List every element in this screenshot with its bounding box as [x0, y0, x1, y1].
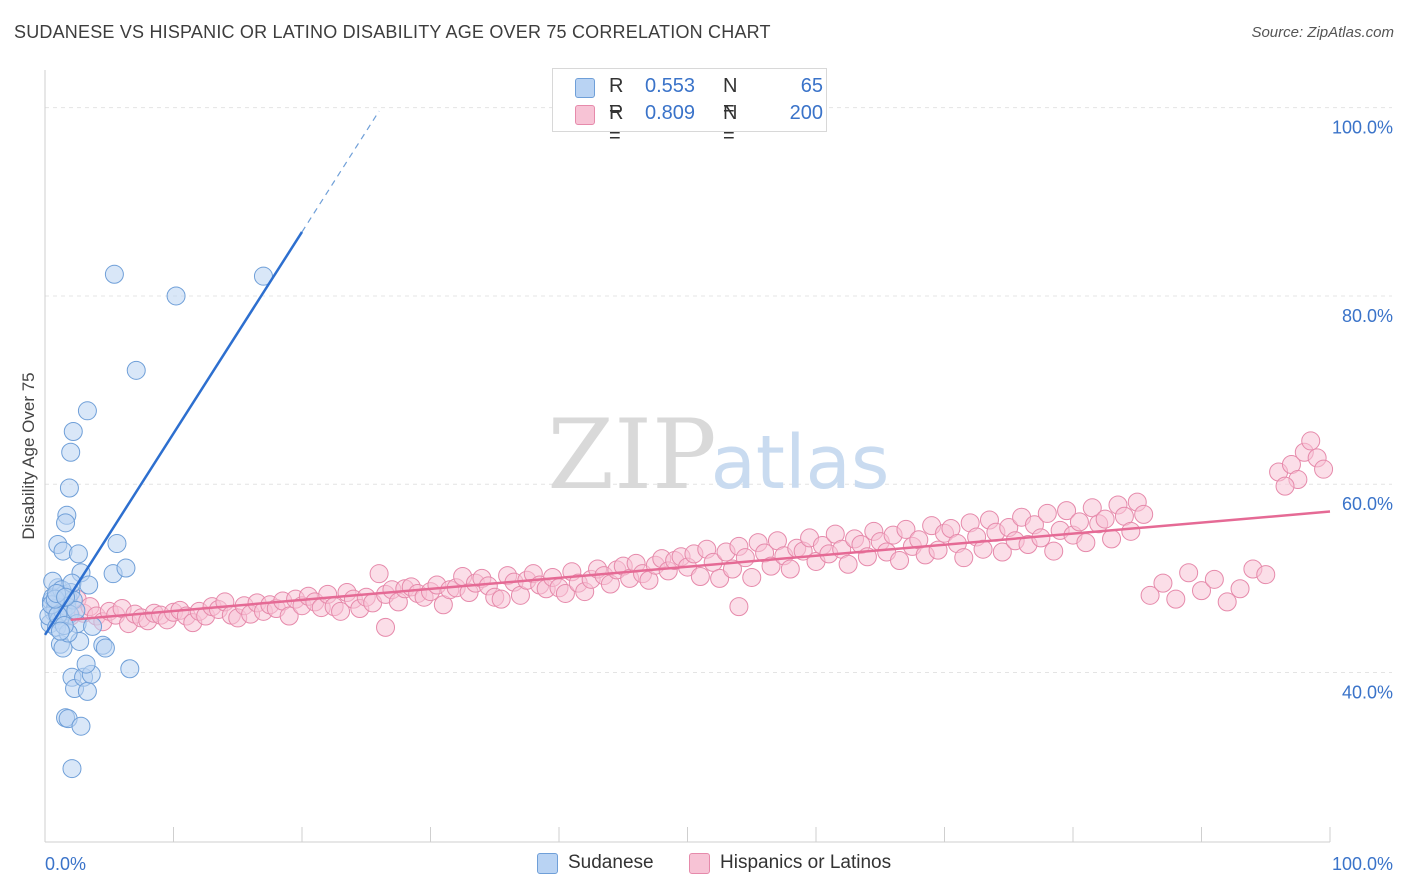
legend-r-label: R =: [609, 102, 624, 147]
trend-line-sudanese: [43, 231, 304, 636]
legend-r-value: 0.553: [645, 75, 696, 97]
point-sudanese: [166, 286, 186, 306]
point-hispanics: [710, 568, 730, 588]
point-sudanese: [79, 575, 99, 595]
point-hispanics: [1044, 541, 1064, 561]
point-hispanics: [1134, 504, 1154, 524]
point-hispanics: [369, 564, 389, 584]
point-hispanics: [838, 554, 858, 574]
point-hispanics: [1121, 521, 1141, 541]
series-sudanese-points: [39, 264, 273, 779]
point-hispanics: [1275, 476, 1295, 496]
point-hispanics: [1192, 581, 1211, 601]
point-hispanics: [1179, 563, 1199, 583]
y-tick-label: 80.0%: [1342, 306, 1393, 326]
point-hispanics: [1153, 573, 1173, 593]
legend-n-value: 200: [789, 102, 823, 124]
point-sudanese: [104, 264, 124, 284]
point-sudanese: [56, 513, 76, 533]
y-tick-label: 40.0%: [1342, 683, 1393, 703]
trend-lines: [43, 110, 1331, 636]
point-hispanics: [703, 552, 723, 572]
point-sudanese: [107, 534, 127, 554]
point-hispanics: [1082, 498, 1102, 518]
point-hispanics: [761, 556, 781, 576]
point-hispanics: [1037, 503, 1057, 523]
point-sudanese: [116, 558, 136, 578]
correlation-legend: R = 0.553 N = 65 R = 0.809 N = 200: [552, 68, 827, 147]
point-hispanics: [954, 548, 974, 568]
legend-r-label: R =: [609, 75, 624, 120]
point-hispanics: [896, 519, 916, 539]
point-hispanics: [729, 597, 749, 617]
point-hispanics: [376, 617, 396, 637]
bottom-legend-swatch-sudanese: [537, 853, 558, 874]
point-hispanics: [1140, 585, 1160, 605]
point-hispanics: [555, 583, 575, 603]
bottom-legend-swatch-hispanics: [689, 853, 710, 874]
source-label: Source: ZipAtlas.com: [1251, 24, 1394, 41]
legend-n-label: N =: [723, 75, 738, 120]
point-hispanics: [890, 551, 910, 571]
point-hispanics: [1217, 592, 1237, 612]
point-hispanics: [1204, 569, 1224, 589]
point-hispanics: [780, 559, 800, 579]
legend-n-value: 65: [800, 75, 823, 97]
x-tick-label-start: 0.0%: [45, 854, 86, 874]
tick-labels: 40.0% 60.0% 80.0% 100.0% 0.0% 100.0%: [45, 118, 1393, 874]
point-sudanese: [83, 616, 103, 636]
point-hispanics: [1166, 589, 1186, 609]
point-sudanese: [63, 422, 83, 442]
point-hispanics: [992, 542, 1012, 562]
point-sudanese: [77, 681, 97, 701]
point-hispanics: [1230, 579, 1250, 599]
chart-title: SUDANESE VS HISPANIC OR LATINO DISABILIT…: [14, 22, 771, 42]
point-sudanese: [95, 638, 115, 658]
point-hispanics: [279, 606, 299, 626]
point-hispanics: [1057, 501, 1077, 521]
point-sudanese: [71, 716, 91, 736]
point-sudanese: [76, 654, 96, 674]
point-sudanese: [126, 360, 146, 380]
point-sudanese: [50, 621, 70, 641]
x-tick-label-end: 100.0%: [1332, 854, 1393, 874]
legend-swatch-pink: [575, 105, 595, 125]
point-hispanics: [1069, 512, 1089, 532]
point-sudanese: [62, 759, 82, 779]
trend-line-sudanese-extension: [301, 110, 380, 233]
point-hispanics: [1256, 565, 1276, 585]
bottom-legend-hispanics: Hispanics or Latinos: [720, 852, 892, 873]
point-hispanics: [742, 567, 762, 587]
point-hispanics: [1314, 459, 1334, 479]
legend-n-label: N =: [723, 102, 738, 147]
point-hispanics: [1076, 533, 1096, 553]
watermark-atlas: atlas: [711, 420, 890, 506]
axes: [44, 70, 1331, 843]
trend-line-hispanics: [70, 510, 1331, 622]
watermark-zip: ZIP: [547, 399, 716, 511]
point-hispanics: [331, 601, 351, 621]
grid-lines: [45, 107, 1392, 674]
y-tick-label: 60.0%: [1342, 494, 1393, 514]
point-hispanics: [1301, 431, 1321, 451]
point-sudanese: [68, 544, 88, 564]
point-sudanese: [120, 659, 140, 679]
point-sudanese: [53, 541, 73, 561]
point-hispanics: [1102, 529, 1122, 549]
point-hispanics: [690, 567, 710, 587]
point-sudanese: [77, 401, 97, 421]
point-hispanics: [491, 589, 511, 609]
legend-r-value: 0.809: [645, 102, 696, 124]
point-hispanics: [735, 548, 755, 568]
point-sudanese: [59, 478, 79, 498]
y-axis-label: Disability Age Over 75: [19, 372, 38, 539]
point-sudanese: [61, 442, 81, 462]
y-tick-label: 100.0%: [1332, 118, 1393, 138]
point-sudanese: [56, 587, 76, 607]
legend-swatch-blue: [575, 78, 595, 98]
point-hispanics: [1095, 509, 1115, 529]
bottom-legend-sudanese: Sudanese: [568, 852, 654, 873]
